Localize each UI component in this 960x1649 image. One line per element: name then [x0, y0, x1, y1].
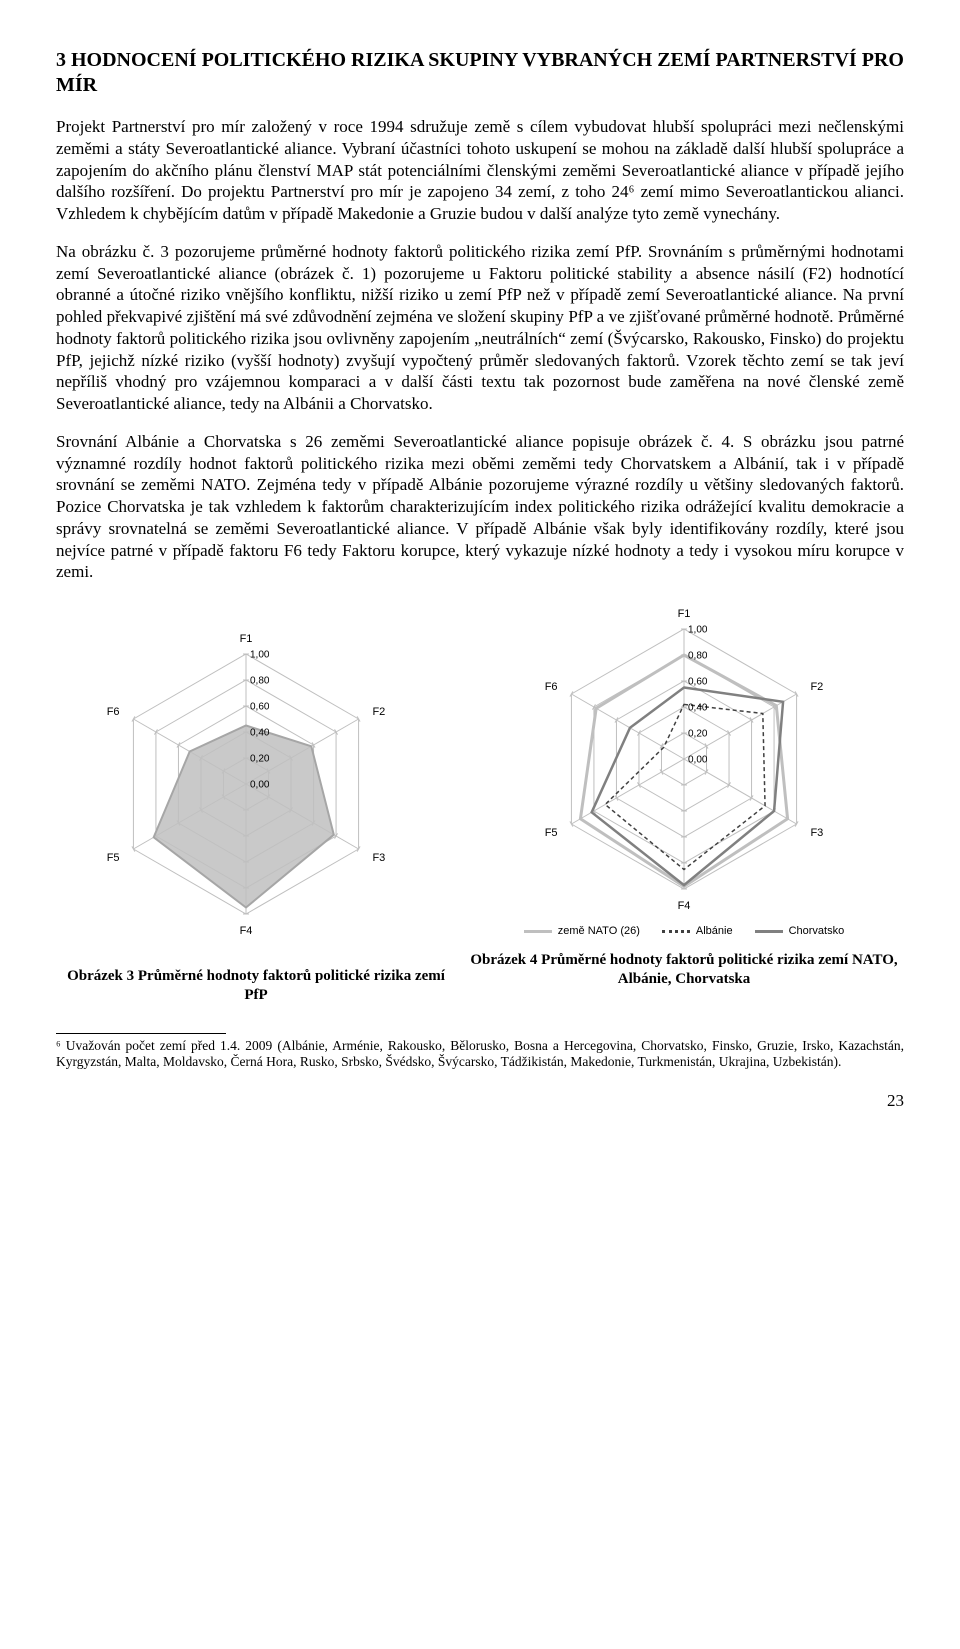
- section-heading: 3 HODNOCENÍ POLITICKÉHO RIZIKA SKUPINY V…: [56, 48, 904, 98]
- svg-text:0,00: 0,00: [688, 755, 708, 766]
- svg-text:1,00: 1,00: [688, 625, 708, 636]
- svg-text:F6: F6: [107, 706, 120, 718]
- legend-label: země NATO (26): [558, 925, 640, 937]
- svg-text:F1: F1: [240, 633, 253, 645]
- svg-text:0,80: 0,80: [688, 651, 708, 662]
- svg-text:F6: F6: [545, 681, 558, 693]
- footnote-rule: [56, 1033, 226, 1034]
- paragraph-3: Srovnání Albánie a Chorvatska s 26 zeměm…: [56, 431, 904, 583]
- svg-text:F4: F4: [240, 925, 253, 937]
- chart4-container: F1 F2 F3 F4 F5 F6 1,00 0,80 0,60 0,40 0,20 0,00 zem…: [464, 599, 904, 989]
- charts-row: F1 F2 F3 F4 F5 F6 1,00 0,80 0,60 0,40 0,20 0,00 Obr…: [56, 599, 904, 1005]
- svg-text:0,80: 0,80: [250, 676, 270, 687]
- footnote: ⁶ Uvažován počet zemí před 1.4. 2009 (Al…: [56, 1038, 904, 1072]
- svg-text:F5: F5: [545, 827, 558, 839]
- paragraph-1: Projekt Partnerství pro mír založený v r…: [56, 116, 904, 225]
- svg-text:1,00: 1,00: [250, 650, 270, 661]
- svg-text:0,60: 0,60: [250, 702, 270, 713]
- svg-text:0,00: 0,00: [250, 780, 270, 791]
- legend-label: Albánie: [696, 925, 733, 937]
- legend-label: Chorvatsko: [789, 925, 845, 937]
- legend-item-nato: země NATO (26): [524, 925, 640, 937]
- svg-text:F3: F3: [810, 827, 823, 839]
- svg-text:F2: F2: [372, 706, 385, 718]
- svg-text:0,20: 0,20: [250, 754, 270, 765]
- chart4-legend: země NATO (26) Albánie Chorvatsko: [524, 925, 844, 937]
- chart4-radar: F1 F2 F3 F4 F5 F6 1,00 0,80 0,60 0,40 0,20 0,00: [484, 599, 884, 929]
- chart3-container: F1 F2 F3 F4 F5 F6 1,00 0,80 0,60 0,40 0,20 0,00 Obr…: [56, 599, 456, 1005]
- svg-text:0,60: 0,60: [688, 677, 708, 688]
- svg-text:F5: F5: [107, 852, 120, 864]
- page-number: 23: [56, 1091, 904, 1111]
- paragraph-2: Na obrázku č. 3 pozorujeme průměrné hodn…: [56, 241, 904, 415]
- svg-text:0,20: 0,20: [688, 729, 708, 740]
- svg-text:F3: F3: [372, 852, 385, 864]
- svg-text:F4: F4: [678, 900, 691, 912]
- chart4-caption: Obrázek 4 Průměrné hodnoty faktorů polit…: [464, 951, 904, 989]
- chart3-caption: Obrázek 3 Průměrné hodnoty faktorů polit…: [56, 967, 456, 1005]
- svg-text:0,40: 0,40: [688, 703, 708, 714]
- legend-item-albanie: Albánie: [662, 925, 733, 937]
- svg-text:F1: F1: [678, 608, 691, 620]
- legend-item-chorvatsko: Chorvatsko: [755, 925, 845, 937]
- chart3-radar: F1 F2 F3 F4 F5 F6 1,00 0,80 0,60 0,40 0,20 0,00: [76, 599, 436, 959]
- svg-text:F2: F2: [810, 681, 823, 693]
- svg-text:0,40: 0,40: [250, 728, 270, 739]
